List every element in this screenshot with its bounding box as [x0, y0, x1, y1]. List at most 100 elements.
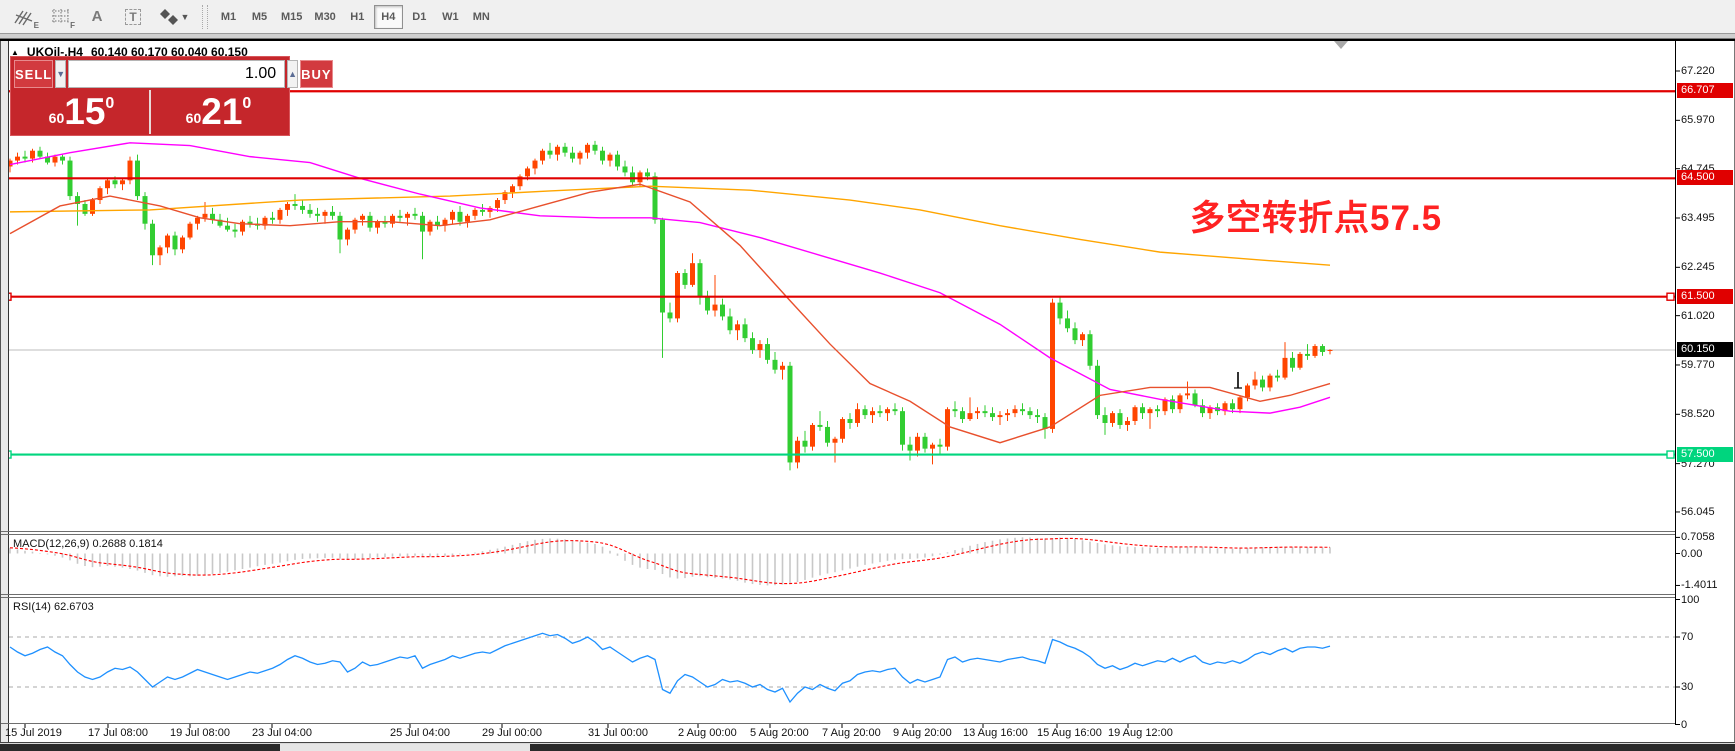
chart-shift-marker-icon: [1334, 41, 1348, 49]
timeframe-button-H1[interactable]: H1: [350, 10, 365, 23]
moving-averages-layer: [9, 142, 1331, 444]
timeframe-button-D1[interactable]: D1: [412, 10, 427, 23]
symbol-period-label: UKOil-,H4: [26, 45, 83, 59]
scrollbar-track[interactable]: [280, 744, 530, 751]
text-label-icon[interactable]: T: [118, 4, 148, 30]
price-axis-label: 63.495: [1681, 211, 1715, 224]
scrollbar-segment-right[interactable]: [530, 744, 1735, 751]
ma-mid-magenta-line: [9, 142, 1331, 414]
volume-increase-button[interactable]: ▲: [287, 60, 299, 88]
hline-handle[interactable]: [1666, 450, 1675, 459]
top-toolbar: E F A T ▼ M1 M5 M15 M30 H1 H4 D: [0, 0, 1735, 33]
toolbar-divider-band: [0, 34, 1735, 38]
price-divider: [149, 90, 151, 134]
buy-button[interactable]: BUY: [300, 60, 333, 88]
time-axis-label: 5 Aug 20:00: [750, 727, 809, 739]
candles-layer: [7, 140, 1333, 471]
rsi-line: [9, 632, 1331, 704]
drawn-objects-layer[interactable]: [1234, 372, 1242, 389]
text-a-icon[interactable]: A: [91, 8, 103, 25]
arrows-shapes-icon[interactable]: ▼: [154, 4, 194, 30]
pattern-hatch-icon[interactable]: E: [10, 4, 40, 30]
chart-title: ▲ UKOil-,H4 60.140 60.170 60.040 60.150: [11, 45, 248, 59]
toolbar-divider: [0, 33, 1735, 34]
time-axis-label: 17 Jul 08:00: [88, 727, 148, 739]
rsi-panel-bottom-border: [1, 723, 1676, 724]
price-axis-label: 59.770: [1681, 358, 1715, 371]
chart-canvas: [1, 70, 1680, 728]
price-axis-label: 0: [1681, 718, 1688, 731]
window-left-gutter: [1, 41, 8, 743]
timeframe-button-H4[interactable]: H4: [373, 4, 403, 29]
collapse-quote-arrow-icon[interactable]: ▲: [11, 47, 19, 57]
sell-button[interactable]: SELL: [14, 60, 54, 88]
scrollbar-segment-left[interactable]: [0, 744, 280, 751]
toolbar-divider-dark: [0, 38, 1735, 39]
quote-ohlc-label: 60.140 60.170 60.040 60.150: [90, 45, 248, 59]
time-axis-label: 25 Jul 04:00: [390, 727, 450, 739]
macd-rsi-splitter[interactable]: [1, 594, 1676, 595]
price-axis-label: 70: [1681, 631, 1694, 643]
window-left-edge: [0, 41, 1, 751]
buy-price-display[interactable]: 60 21 0: [185, 91, 252, 132]
icon-sub-e: E: [33, 20, 39, 30]
timeframe-button-W1[interactable]: W1: [442, 10, 459, 23]
price-axis-badge: 60.150: [1677, 341, 1733, 357]
time-axis-label: 13 Aug 16:00: [963, 727, 1028, 739]
price-axis-label: 62.245: [1681, 261, 1715, 274]
time-axis-label: 15 Jul 2019: [5, 727, 62, 739]
macd-signal-line: [9, 537, 1331, 585]
ma-slow-gold-line: [9, 185, 1331, 266]
grid-icon[interactable]: F: [46, 4, 76, 30]
window-bottom-border: [0, 742, 1735, 743]
macd-label: MACD(12,26,9) 0.2688 0.1814: [13, 538, 163, 550]
macd-layer: [9, 537, 1331, 586]
main-macd-splitter[interactable]: [1, 531, 1676, 532]
chart-window-top-border: [0, 39, 1735, 41]
chart-window: ▲ UKOil-,H4 60.140 60.170 60.040 60.150 …: [0, 41, 1735, 751]
price-axis-label: -1.4011: [1681, 579, 1718, 592]
timeframe-button-group: M1 M5 M15 M30 H1 H4 D1 W1 MN: [214, 4, 498, 29]
timeframe-button-M30[interactable]: M30: [314, 10, 336, 23]
time-axis-label: 31 Jul 00:00: [588, 727, 648, 739]
price-axis-label: 30: [1681, 681, 1694, 693]
time-axis-label: 9 Aug 20:00: [893, 727, 952, 739]
price-axis-label: 100: [1681, 593, 1700, 606]
price-axis-label: 56.045: [1681, 505, 1715, 518]
price-axis-label: 65.970: [1681, 114, 1715, 127]
hline-objects-layer[interactable]: [1, 90, 1675, 459]
time-axis-label: 23 Jul 04:00: [252, 727, 312, 739]
timeframe-button-M5[interactable]: M5: [251, 10, 268, 23]
price-axis-border: [1675, 41, 1676, 724]
price-axis-label: 0.7058: [1681, 531, 1715, 544]
price-axis-badge: 66.707: [1677, 83, 1733, 99]
volume-decrease-button[interactable]: ▼: [55, 60, 67, 88]
timeframe-button-MN[interactable]: MN: [472, 10, 490, 23]
time-axis-label: 2 Aug 00:00: [678, 727, 737, 739]
ma-fast-orangered-line: [9, 183, 1331, 444]
chevron-down-icon: ▼: [180, 11, 190, 22]
price-axis-badge: 61.500: [1677, 288, 1733, 304]
hline-handle[interactable]: [1666, 292, 1675, 301]
icon-sub-f: F: [70, 20, 75, 30]
price-axis-label: 67.220: [1681, 65, 1715, 77]
axis-ticks-layer: [24, 70, 1680, 728]
rsi-layer: [9, 632, 1675, 704]
volume-input[interactable]: [68, 60, 286, 88]
time-axis-label: 7 Aug 20:00: [822, 727, 881, 739]
bottom-scrollbar: [0, 743, 1735, 751]
time-axis-label: 19 Jul 08:00: [170, 727, 230, 739]
toolbar-separator: [202, 4, 208, 29]
timeframe-button-M1[interactable]: M1: [220, 10, 237, 23]
sell-price-display[interactable]: 60 15 0: [48, 91, 115, 132]
time-axis-label: 29 Jul 00:00: [482, 727, 542, 739]
annotation-text[interactable]: 多空转折点57.5: [1190, 199, 1443, 238]
price-axis-badge: 64.500: [1677, 170, 1733, 186]
price-axis-badge: 57.500: [1677, 446, 1733, 462]
timeframe-button-M15[interactable]: M15: [281, 10, 303, 23]
chart-left-border: [8, 41, 9, 743]
time-axis-label: 19 Aug 12:00: [1108, 727, 1173, 739]
macd-panel-top-border: [1, 534, 1676, 535]
